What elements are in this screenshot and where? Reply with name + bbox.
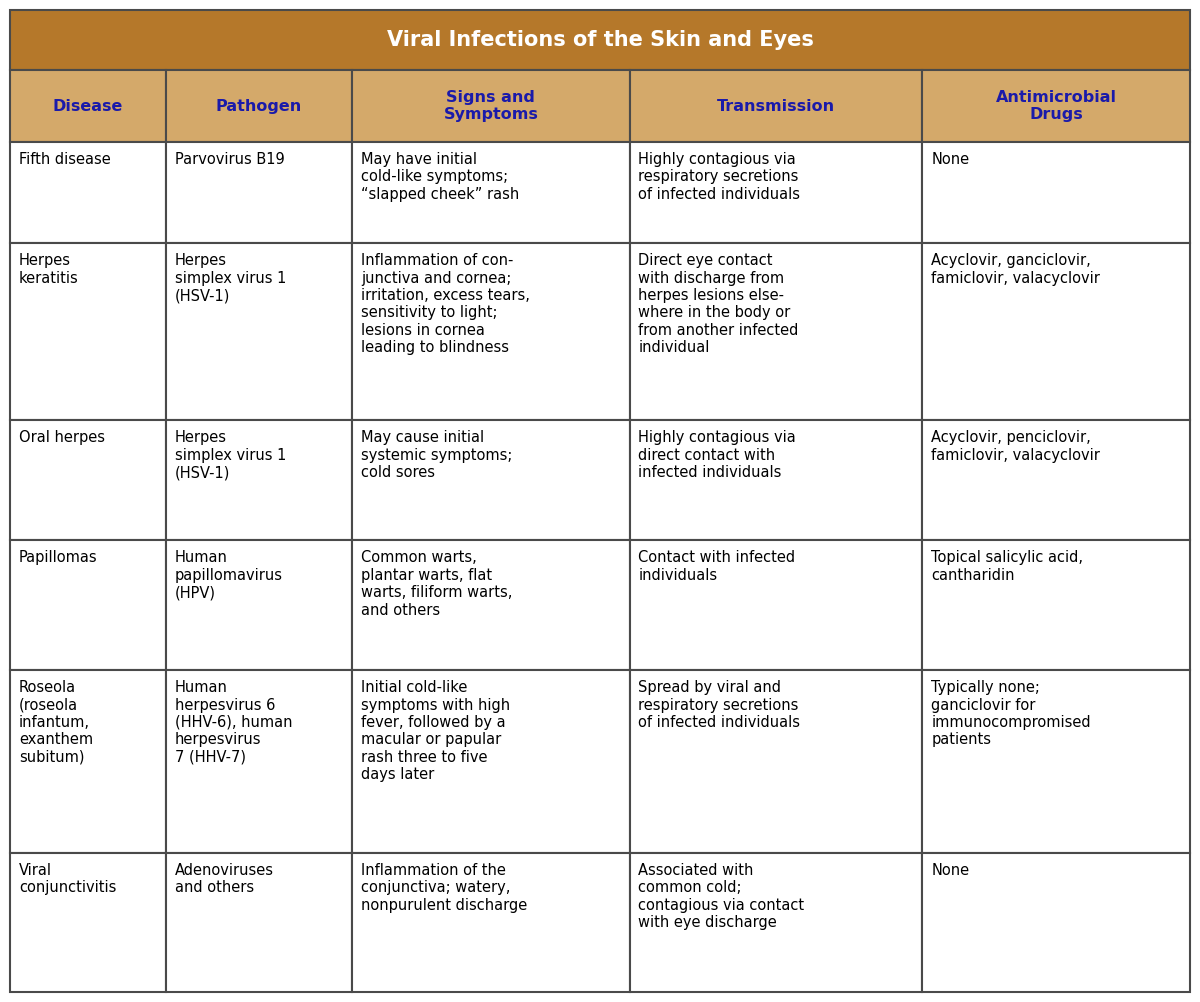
Bar bbox=[922, 70, 1190, 142]
Bar bbox=[353, 853, 630, 992]
Bar bbox=[922, 142, 1190, 243]
Text: None: None bbox=[931, 152, 970, 167]
Bar bbox=[353, 142, 630, 243]
Bar bbox=[166, 70, 353, 142]
Text: Human
papillomavirus
(HPV): Human papillomavirus (HPV) bbox=[175, 550, 283, 600]
Text: Contact with infected
individuals: Contact with infected individuals bbox=[638, 550, 796, 583]
Text: Common warts,
plantar warts, flat
warts, filiform warts,
and others: Common warts, plantar warts, flat warts,… bbox=[361, 550, 512, 617]
Text: Papillomas: Papillomas bbox=[19, 550, 97, 565]
Bar bbox=[922, 853, 1190, 992]
Text: Herpes
keratitis: Herpes keratitis bbox=[19, 254, 79, 286]
Bar bbox=[166, 853, 353, 992]
Bar bbox=[630, 853, 922, 992]
Bar bbox=[166, 142, 353, 243]
Text: Fifth disease: Fifth disease bbox=[19, 152, 110, 167]
Bar bbox=[353, 243, 630, 420]
Text: Initial cold-like
symptoms with high
fever, followed by a
macular or papular
ras: Initial cold-like symptoms with high fev… bbox=[361, 680, 510, 783]
Bar bbox=[630, 70, 922, 142]
Text: Roseola
(roseola
infantum,
exanthem
subitum): Roseola (roseola infantum, exanthem subi… bbox=[19, 680, 94, 765]
Text: Disease: Disease bbox=[53, 98, 124, 113]
Text: None: None bbox=[931, 863, 970, 878]
Bar bbox=[353, 540, 630, 670]
Bar bbox=[10, 853, 166, 992]
Bar bbox=[166, 540, 353, 670]
Bar bbox=[922, 243, 1190, 420]
Text: Direct eye contact
with discharge from
herpes lesions else-
where in the body or: Direct eye contact with discharge from h… bbox=[638, 254, 799, 356]
Bar bbox=[922, 670, 1190, 853]
Text: Viral Infections of the Skin and Eyes: Viral Infections of the Skin and Eyes bbox=[386, 30, 814, 50]
Bar bbox=[630, 243, 922, 420]
Bar bbox=[10, 243, 166, 420]
Text: Herpes
simplex virus 1
(HSV-1): Herpes simplex virus 1 (HSV-1) bbox=[175, 254, 286, 303]
Bar bbox=[630, 670, 922, 853]
Bar bbox=[166, 670, 353, 853]
Bar bbox=[10, 420, 166, 540]
Text: Inflammation of con-
junctiva and cornea;
irritation, excess tears,
sensitivity : Inflammation of con- junctiva and cornea… bbox=[361, 254, 530, 356]
Text: Transmission: Transmission bbox=[716, 98, 835, 113]
Text: Highly contagious via
direct contact with
infected individuals: Highly contagious via direct contact wit… bbox=[638, 430, 797, 480]
Bar bbox=[10, 670, 166, 853]
Bar bbox=[353, 70, 630, 142]
Text: Typically none;
ganciclovir for
immunocompromised
patients: Typically none; ganciclovir for immunoco… bbox=[931, 680, 1091, 747]
Text: May cause initial
systemic symptoms;
cold sores: May cause initial systemic symptoms; col… bbox=[361, 430, 512, 480]
Text: May have initial
cold-like symptoms;
“slapped cheek” rash: May have initial cold-like symptoms; “sl… bbox=[361, 152, 520, 201]
Text: Parvovirus B19: Parvovirus B19 bbox=[175, 152, 284, 167]
Bar bbox=[630, 142, 922, 243]
Text: Spread by viral and
respiratory secretions
of infected individuals: Spread by viral and respiratory secretio… bbox=[638, 680, 800, 730]
Text: Signs and
Symptoms: Signs and Symptoms bbox=[444, 90, 539, 122]
Bar bbox=[166, 420, 353, 540]
Text: Pathogen: Pathogen bbox=[216, 98, 302, 113]
Text: Viral
conjunctivitis: Viral conjunctivitis bbox=[19, 863, 116, 895]
Text: Acyclovir, ganciclovir,
famiclovir, valacyclovir: Acyclovir, ganciclovir, famiclovir, vala… bbox=[931, 254, 1100, 286]
Text: Oral herpes: Oral herpes bbox=[19, 430, 106, 445]
Bar bbox=[353, 420, 630, 540]
Text: Acyclovir, penciclovir,
famiclovir, valacyclovir: Acyclovir, penciclovir, famiclovir, vala… bbox=[931, 430, 1100, 463]
Bar bbox=[630, 540, 922, 670]
Bar bbox=[10, 142, 166, 243]
Bar bbox=[630, 420, 922, 540]
Bar bbox=[922, 540, 1190, 670]
Bar bbox=[922, 420, 1190, 540]
Text: Herpes
simplex virus 1
(HSV-1): Herpes simplex virus 1 (HSV-1) bbox=[175, 430, 286, 480]
Bar bbox=[10, 540, 166, 670]
Text: Topical salicylic acid,
cantharidin: Topical salicylic acid, cantharidin bbox=[931, 550, 1084, 583]
Text: Associated with
common cold;
contagious via contact
with eye discharge: Associated with common cold; contagious … bbox=[638, 863, 805, 930]
Text: Antimicrobial
Drugs: Antimicrobial Drugs bbox=[996, 90, 1116, 122]
Bar bbox=[166, 243, 353, 420]
Bar bbox=[10, 70, 166, 142]
Text: Human
herpesvirus 6
(HHV-6), human
herpesvirus
7 (HHV-7): Human herpesvirus 6 (HHV-6), human herpe… bbox=[175, 680, 293, 765]
Text: Highly contagious via
respiratory secretions
of infected individuals: Highly contagious via respiratory secret… bbox=[638, 152, 800, 201]
Text: Inflammation of the
conjunctiva; watery,
nonpurulent discharge: Inflammation of the conjunctiva; watery,… bbox=[361, 863, 528, 913]
Bar bbox=[10, 10, 1190, 70]
Bar bbox=[353, 670, 630, 853]
Text: Adenoviruses
and others: Adenoviruses and others bbox=[175, 863, 274, 895]
